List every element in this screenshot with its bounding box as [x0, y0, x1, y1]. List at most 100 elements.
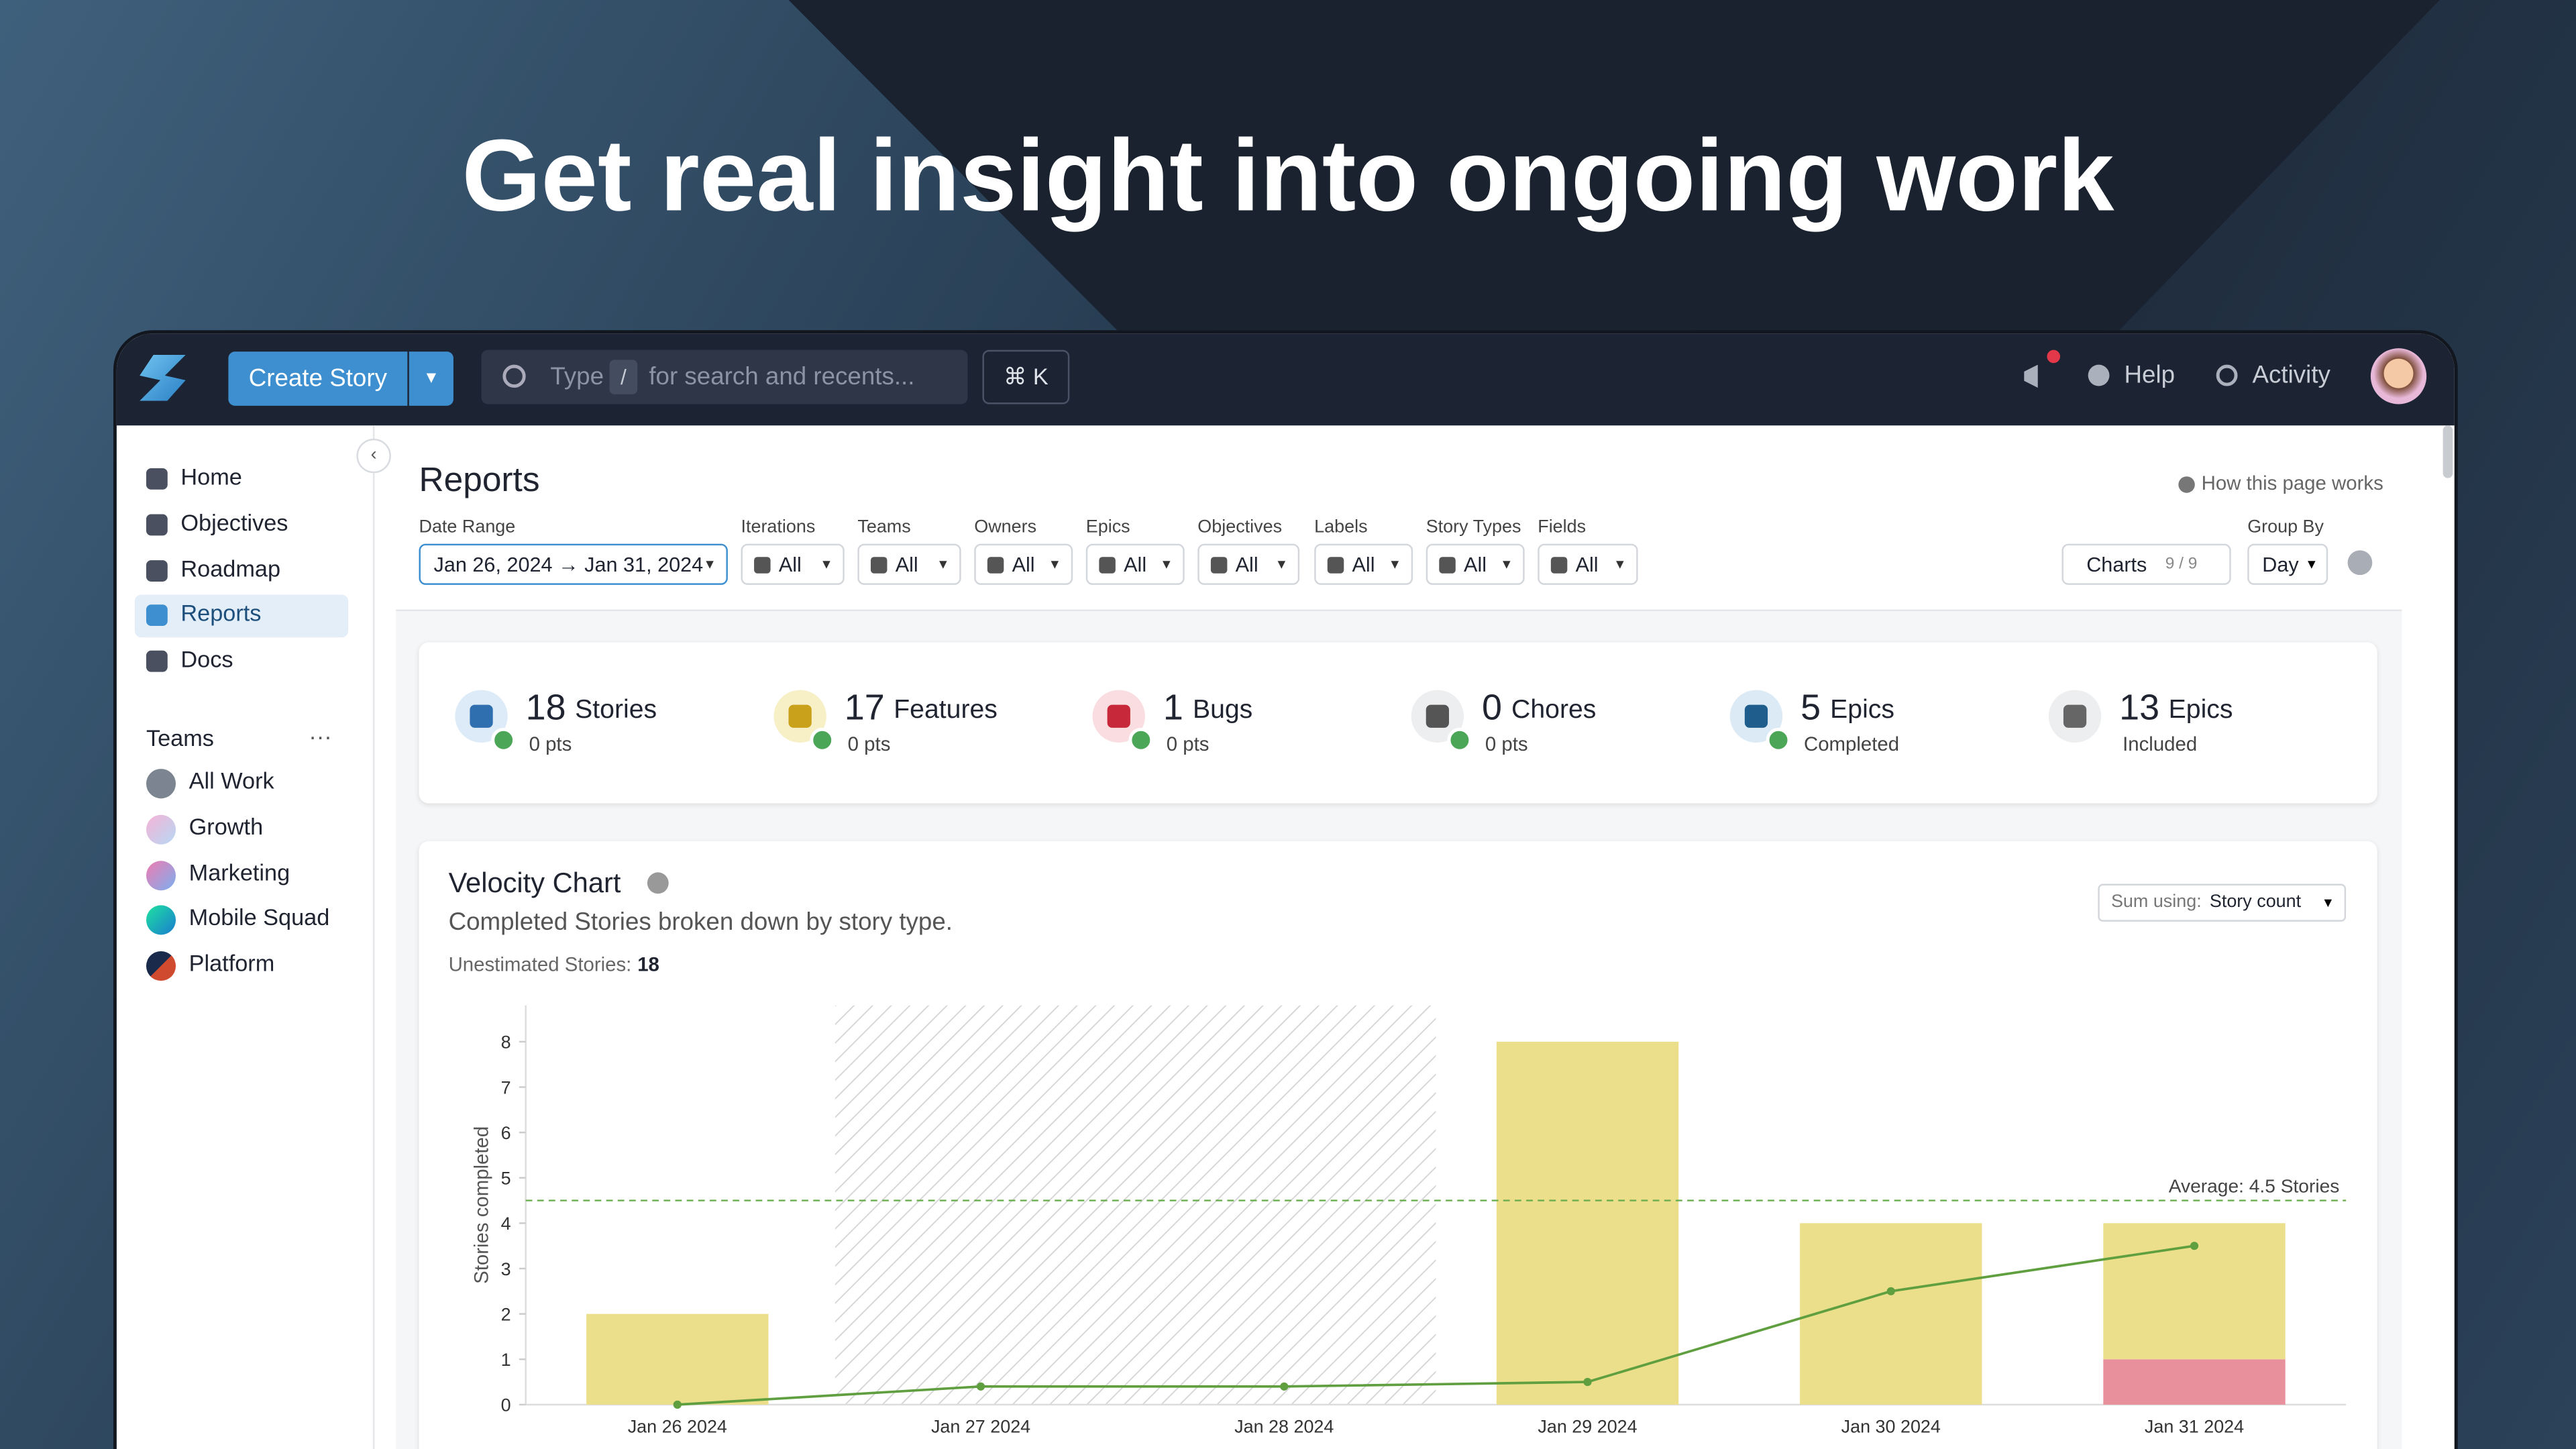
team-avatar	[146, 814, 176, 845]
search-icon	[502, 364, 526, 388]
nav-icon	[146, 468, 168, 490]
y-tick-label: 3	[501, 1259, 511, 1279]
announce-icon[interactable]	[2024, 364, 2038, 388]
x-tick-label: Jan 26 2024	[628, 1417, 727, 1437]
search-key: /	[609, 360, 638, 394]
stat-glyph	[470, 704, 493, 728]
activity-link[interactable]: Activity	[2252, 361, 2330, 390]
charts-count: 9 / 9	[2165, 555, 2198, 574]
filter-dropdown[interactable]: All ▼	[1197, 543, 1300, 585]
shortcut-button[interactable]: ⌘ K	[982, 350, 1070, 405]
stat-label: Epics	[1830, 696, 1894, 724]
charts-button[interactable]: Charts 9 / 9	[2061, 543, 2231, 585]
filter-icon	[870, 557, 888, 574]
y-tick-label: 5	[501, 1169, 511, 1189]
team-item[interactable]: Mobile Squad	[189, 904, 330, 931]
help-link[interactable]: How this page works	[2201, 471, 2383, 495]
nav-item[interactable]: Objectives	[180, 508, 288, 535]
caret: ▼	[1388, 557, 1401, 572]
check-badge	[1447, 727, 1472, 753]
team-item[interactable]: Growth	[189, 812, 264, 839]
y-tick-label: 1	[501, 1350, 511, 1370]
help-icon[interactable]	[647, 872, 669, 894]
create-story-button[interactable]: Create Story	[228, 352, 408, 406]
stat-sub: 0 pts	[1166, 733, 1210, 756]
stat-label: Epics	[2168, 696, 2233, 724]
nav-item[interactable]: Docs	[180, 645, 233, 673]
caret: ▼	[1160, 557, 1173, 572]
nav-item[interactable]: Roadmap	[180, 554, 281, 581]
filter-label: Iterations	[741, 517, 816, 537]
search-text: for search and recents...	[649, 363, 915, 391]
nav-icon	[146, 559, 168, 581]
trend-point	[1280, 1382, 1289, 1391]
caret: ▼	[1048, 557, 1062, 572]
nav-icon	[146, 651, 168, 673]
check-badge	[491, 727, 516, 753]
filter-dropdown[interactable]: All ▼	[1085, 543, 1185, 585]
group-dropdown[interactable]: Day ▼	[2247, 543, 2328, 585]
y-tick-label: 6	[501, 1123, 511, 1143]
help-icon[interactable]	[2347, 550, 2373, 576]
unestimated-label: Unestimated Stories:	[448, 953, 632, 976]
nav-icon	[146, 605, 168, 627]
chart-title: Velocity Chart	[448, 867, 621, 899]
caret: ▼	[820, 557, 833, 572]
filter-dropdown[interactable]: All ▼	[1314, 543, 1413, 585]
stat-value: 17	[844, 686, 885, 728]
filter-dropdown[interactable]: All ▼	[1538, 543, 1638, 585]
nav-item[interactable]: Reports	[180, 600, 262, 627]
x-tick-label: Jan 28 2024	[1234, 1417, 1334, 1437]
activity-icon	[2216, 364, 2238, 386]
team-item[interactable]: Marketing	[189, 858, 290, 885]
filter-dropdown[interactable]: All ▼	[974, 543, 1073, 585]
filter-value: All	[1352, 553, 1375, 577]
filter-icon	[1439, 557, 1456, 574]
filter-dropdown[interactable]: All ▼	[741, 543, 845, 585]
team-item[interactable]: All Work	[189, 767, 274, 794]
filter-icon	[987, 557, 1004, 574]
search-box[interactable]: Type / for search and recents...	[481, 350, 968, 405]
filter-label: Objectives	[1197, 517, 1283, 537]
charts-label: Charts	[2086, 553, 2147, 577]
caret: ▼	[2321, 895, 2334, 910]
team-item[interactable]: Platform	[189, 949, 275, 977]
stat-glyph	[1107, 704, 1130, 728]
sum-dropdown[interactable]: Sum using: Story count ▼	[2098, 883, 2347, 922]
help-icon	[2088, 364, 2110, 386]
avatar[interactable]	[2370, 348, 2427, 405]
teams-more[interactable]: ···	[309, 722, 332, 749]
divider	[396, 609, 2402, 612]
filter-icon	[754, 557, 771, 574]
bar	[2103, 1359, 2286, 1405]
create-story-menu[interactable]: ▼	[409, 352, 453, 406]
bar	[1800, 1223, 1982, 1405]
teams-heading: Teams	[146, 724, 214, 751]
team-avatar	[146, 769, 176, 799]
caret: ▼	[2305, 557, 2318, 572]
filter-dropdown[interactable]: All ▼	[1426, 543, 1525, 585]
trend-line	[677, 1244, 2195, 1406]
help-link[interactable]: Help	[2124, 361, 2176, 390]
collapse-button[interactable]: ‹	[356, 438, 391, 474]
filter-label: Epics	[1085, 517, 1130, 537]
filter-label: Story Types	[1426, 517, 1521, 537]
filter-dropdown[interactable]: Jan 26, 2024 → Jan 31, 2024 ▼	[419, 543, 728, 585]
scrollbar	[2443, 425, 2453, 478]
check-badge	[810, 727, 835, 753]
filter-label: Labels	[1314, 517, 1368, 537]
x-tick-label: Jan 27 2024	[931, 1417, 1030, 1437]
stat-sub: Included	[2123, 733, 2198, 756]
nav-active	[134, 595, 349, 639]
bg-shape	[788, 0, 2440, 331]
check-badge	[1766, 727, 1791, 753]
caret: ▼	[936, 557, 950, 572]
nav-item[interactable]: Home	[180, 463, 242, 490]
x-tick-label: Jan 30 2024	[1841, 1417, 1941, 1437]
non-working-days	[835, 1005, 1436, 1405]
filter-icon	[1550, 557, 1568, 574]
filter-dropdown[interactable]: All ▼	[857, 543, 961, 585]
filter-value: All	[1575, 553, 1599, 577]
